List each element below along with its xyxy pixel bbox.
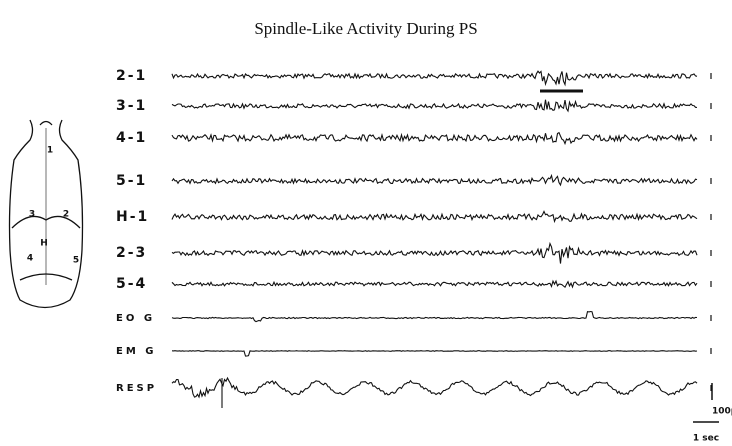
channel-label: EO G [116, 313, 155, 324]
trace [171, 376, 698, 408]
amplitude-label: 100μA [712, 407, 732, 417]
electrode-label: 2 [63, 210, 69, 220]
trace [171, 241, 698, 264]
figure-title: Spindle-Like Activity During PS [254, 19, 477, 38]
time-label: 1 sec [693, 434, 719, 444]
trace [171, 131, 698, 146]
electrode-label: 1 [47, 146, 53, 156]
channel-label: 2-3 [116, 245, 147, 261]
trace [171, 350, 698, 357]
channel-label: 2-1 [116, 68, 147, 84]
trace [171, 70, 698, 87]
trace [171, 173, 698, 187]
trace [171, 310, 698, 323]
trace [171, 210, 698, 224]
channel-label: 5-1 [116, 173, 147, 189]
trace [171, 99, 698, 113]
electrode-label: 3 [29, 210, 35, 220]
electrode-label: H [40, 239, 48, 249]
channel-label: RESP [116, 383, 157, 394]
channel-label: EM G [116, 346, 156, 357]
channel-label: 5-4 [116, 276, 147, 292]
skull-diagram [8, 119, 84, 309]
electrode-label: 4 [27, 254, 33, 264]
channel-label: 4-1 [116, 130, 147, 146]
electrode-label: 5 [73, 256, 79, 266]
trace [171, 279, 698, 289]
channel-label: 3-1 [116, 98, 147, 114]
channel-label: H-1 [116, 209, 149, 225]
